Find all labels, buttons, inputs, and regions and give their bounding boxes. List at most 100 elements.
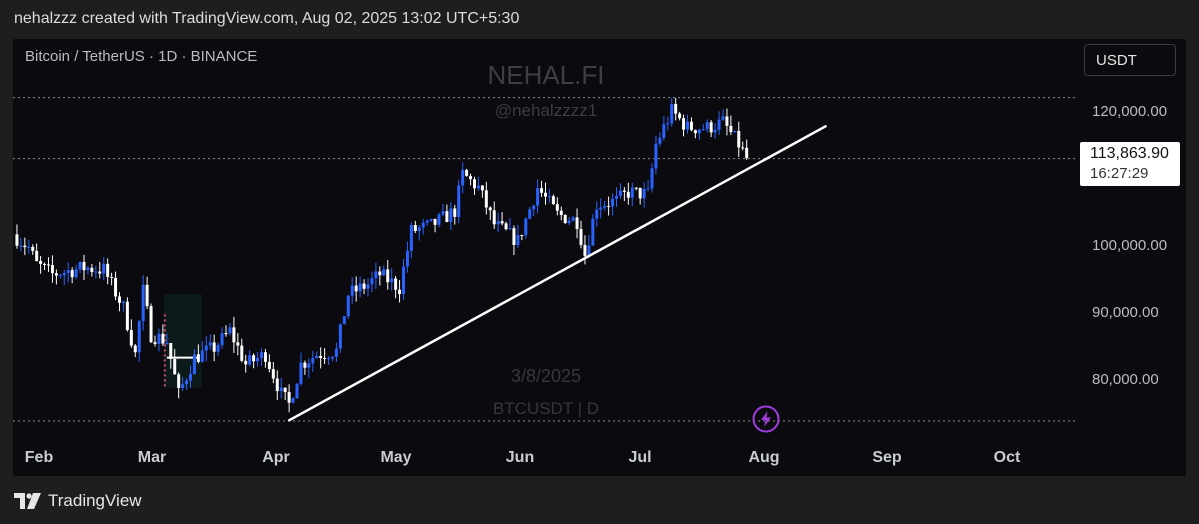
candle — [575, 208, 579, 239]
candle-body — [283, 387, 287, 392]
candle — [350, 277, 354, 304]
candle — [603, 201, 607, 211]
candle — [425, 219, 429, 226]
symbol-title[interactable]: Bitcoin / TetherUS · 1D · BINANCE — [25, 48, 258, 65]
candle-body — [540, 188, 544, 193]
candle — [287, 384, 291, 413]
candle-body — [319, 355, 323, 358]
candle — [66, 262, 70, 283]
candle — [58, 273, 62, 279]
candle — [528, 206, 532, 220]
candle — [263, 349, 267, 368]
attribution-text: nehalzzz created with TradingView.com, A… — [14, 10, 520, 27]
candle — [54, 269, 58, 285]
candle-body — [390, 278, 394, 283]
candle — [283, 387, 287, 401]
candle-body — [433, 218, 437, 225]
x-tick-label: Mar — [137, 449, 167, 466]
x-tick-label: Feb — [24, 449, 54, 466]
candle-body — [74, 269, 78, 278]
candle-body — [528, 209, 532, 219]
candle — [599, 198, 603, 219]
candle-body — [595, 209, 599, 219]
candle-body — [342, 316, 346, 325]
candle-body — [575, 217, 579, 229]
candle — [429, 218, 433, 223]
candle-body — [236, 342, 240, 346]
candle-body — [260, 352, 263, 358]
candle-body — [82, 261, 86, 271]
candle — [741, 141, 745, 151]
candle — [153, 335, 157, 347]
price-chart[interactable] — [13, 39, 1186, 476]
candle-body — [413, 225, 417, 231]
candle — [275, 370, 279, 400]
candle-body — [559, 210, 563, 215]
candle — [587, 234, 591, 259]
candle — [492, 201, 496, 229]
candle-body — [169, 343, 173, 359]
candle-body — [603, 205, 607, 208]
candle-body — [240, 345, 244, 361]
candle-body — [532, 205, 536, 210]
candle-body — [98, 271, 102, 274]
candle-body — [204, 345, 208, 351]
candle-body — [405, 250, 409, 267]
candle-body — [693, 130, 697, 134]
last-price-label: 113,863.90 16:27:29 — [1080, 142, 1180, 186]
candle — [299, 352, 303, 386]
candle — [607, 196, 611, 216]
candle-body — [157, 333, 161, 344]
candle — [327, 356, 331, 365]
lightning-icon[interactable] — [752, 405, 780, 433]
candle-body — [248, 355, 252, 365]
x-tick-label: May — [380, 449, 412, 466]
candle-body — [382, 269, 386, 276]
candle — [354, 276, 358, 302]
candle-body — [315, 355, 319, 359]
candle-body — [729, 125, 733, 133]
candle-body — [465, 169, 469, 177]
candle — [725, 108, 729, 136]
candle-body — [402, 266, 405, 295]
candle-body — [642, 188, 646, 199]
candle — [137, 319, 141, 363]
candle — [90, 263, 94, 277]
candle-body — [200, 350, 204, 362]
candle-body — [78, 261, 82, 270]
candle-body — [607, 205, 611, 207]
candle — [745, 139, 749, 160]
candle — [611, 193, 615, 216]
candle — [378, 266, 382, 286]
candle — [256, 351, 260, 367]
candle-body — [90, 267, 94, 272]
candle — [500, 212, 504, 226]
candle-body — [524, 218, 528, 236]
candle-body — [437, 214, 441, 225]
candle — [323, 348, 327, 364]
candle — [334, 342, 338, 363]
candle — [520, 234, 524, 241]
candle — [161, 324, 165, 347]
candle — [382, 265, 386, 277]
watermark-symbol: BTCUSDT | D — [492, 399, 600, 418]
candle — [488, 206, 492, 221]
candle-body — [563, 214, 567, 224]
candle-body — [220, 333, 224, 346]
candle-body — [457, 185, 461, 217]
candle — [204, 336, 208, 362]
candle — [693, 129, 697, 139]
candle — [571, 216, 575, 222]
currency-selector[interactable]: USDT — [1084, 44, 1176, 76]
chart-pane[interactable] — [13, 39, 1186, 476]
candle-body — [121, 301, 125, 303]
candle — [666, 116, 670, 131]
candle-body — [323, 357, 327, 359]
candle — [74, 264, 78, 280]
candle — [547, 188, 551, 203]
candle-body — [23, 245, 27, 248]
candle-body — [228, 327, 232, 334]
candle-body — [721, 116, 725, 120]
candle — [709, 120, 713, 138]
candle-body — [232, 327, 236, 343]
